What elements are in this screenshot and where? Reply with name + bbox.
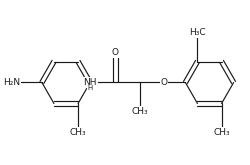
Text: CH₃: CH₃: [70, 128, 86, 137]
Text: CH₃: CH₃: [213, 128, 230, 137]
Text: H: H: [88, 85, 93, 91]
Text: O: O: [112, 48, 119, 57]
Text: CH₃: CH₃: [131, 107, 148, 116]
Text: NH: NH: [84, 78, 97, 87]
Text: H₂N: H₂N: [3, 78, 20, 87]
Text: O: O: [160, 78, 167, 87]
Text: H₃C: H₃C: [189, 28, 206, 37]
